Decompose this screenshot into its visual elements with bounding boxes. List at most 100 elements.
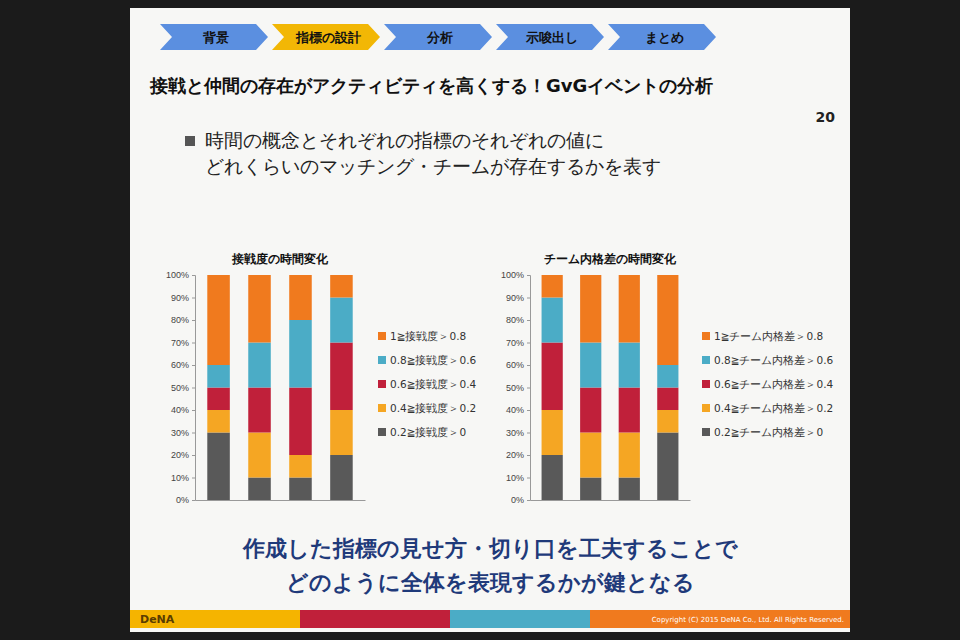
legend-swatch — [702, 380, 710, 388]
bar-segment — [248, 343, 271, 388]
y-axis: 0% 10% 20% 30% 40% 50% 60% 70% 80% 90% 100% — [501, 270, 531, 505]
y-tick-mark — [192, 388, 195, 389]
y-tick-mark — [527, 320, 530, 321]
y-tick: 0% — [511, 495, 530, 505]
y-tick-label: 70% — [506, 338, 524, 348]
footer-band — [130, 610, 300, 628]
bar-segment — [289, 275, 312, 320]
bar-segment — [330, 455, 353, 500]
y-tick: 20% — [171, 450, 195, 460]
bullet-square — [185, 136, 195, 146]
step-label: 示唆出し — [525, 30, 578, 45]
y-tick-label: 60% — [506, 360, 524, 370]
y-tick-label: 30% — [506, 428, 524, 438]
chart-title: チーム内格差の時間変化 — [544, 252, 677, 266]
legend-swatch — [702, 356, 710, 364]
step-chevron — [496, 24, 604, 50]
bar-segment — [619, 388, 640, 433]
bar-segment — [580, 478, 601, 501]
legend-label: 0.8≧チーム内格差＞0.6 — [714, 354, 834, 366]
bar-segment — [580, 388, 601, 433]
y-tick: 40% — [171, 405, 195, 415]
y-tick: 50% — [506, 383, 530, 393]
y-tick-label: 40% — [171, 405, 189, 415]
step-label: 分析 — [426, 30, 453, 45]
y-tick-label: 30% — [171, 428, 189, 438]
y-tick-label: 0% — [511, 495, 524, 505]
y-tick-mark — [192, 433, 195, 434]
y-tick: 70% — [506, 338, 530, 348]
y-tick-mark — [192, 410, 195, 411]
y-tick: 100% — [166, 270, 195, 280]
step-nav: 背景指標の設計分析示唆出しまとめ — [160, 24, 716, 50]
conclusion: 作成した指標の見せ方・切り口を工夫することで — [242, 536, 738, 561]
step-label: 背景 — [202, 30, 229, 45]
legend-label: 0.2≧チーム内格差＞0 — [714, 426, 823, 438]
bar-segment — [580, 343, 601, 388]
legend-swatch — [378, 332, 386, 340]
legend-label: 0.6≧接戦度＞0.4 — [390, 378, 477, 390]
step-chevron — [384, 24, 492, 50]
bar-segment — [657, 365, 678, 388]
y-axis: 0% 10% 20% 30% 40% 50% 60% 70% 80% 90% 100% — [166, 270, 196, 505]
y-tick: 20% — [506, 450, 530, 460]
bar-segment — [330, 275, 353, 298]
y-tick-mark — [192, 275, 195, 276]
bar-segment — [657, 410, 678, 433]
y-tick: 90% — [506, 293, 530, 303]
y-tick-mark — [192, 320, 195, 321]
bar-segment — [248, 275, 271, 343]
step-chevron — [160, 24, 268, 50]
bar-segment — [580, 275, 601, 343]
step-chevron — [608, 24, 716, 50]
x-axis-line — [196, 500, 366, 501]
bar-segment — [248, 433, 271, 478]
bar-segment — [289, 388, 312, 456]
bar-segment — [580, 433, 601, 478]
bar-segment — [289, 455, 312, 478]
y-tick-label: 100% — [501, 270, 524, 280]
y-tick: 0% — [176, 495, 195, 505]
y-tick-label: 60% — [171, 360, 189, 370]
bar-segment — [619, 433, 640, 478]
page-number: 20 — [816, 109, 836, 125]
y-tick-mark — [527, 298, 530, 299]
y-tick: 90% — [171, 293, 195, 303]
y-tick-mark — [527, 500, 530, 501]
bars — [207, 275, 352, 500]
y-tick-mark — [192, 500, 195, 501]
y-tick: 80% — [171, 315, 195, 325]
y-tick: 30% — [171, 428, 195, 438]
y-tick-label: 90% — [506, 293, 524, 303]
footer-band — [300, 610, 450, 628]
y-tick-mark — [192, 365, 195, 366]
x-axis — [531, 500, 691, 502]
y-tick-mark — [527, 275, 530, 276]
bar-segment — [330, 343, 353, 411]
y-tick: 60% — [171, 360, 195, 370]
y-tick: 10% — [506, 473, 530, 483]
legend-label: 0.8≧接戦度＞0.6 — [390, 354, 477, 366]
y-tick-label: 50% — [171, 383, 189, 393]
y-tick-label: 50% — [506, 383, 524, 393]
bar-segment — [289, 320, 312, 388]
legend-label: 0.2≧接戦度＞0 — [390, 426, 466, 438]
bar-segment — [619, 275, 640, 343]
bar-segment — [542, 298, 563, 343]
y-tick-label: 70% — [171, 338, 189, 348]
bar-segment — [248, 478, 271, 501]
bar-segment — [207, 410, 230, 433]
y-tick-mark — [527, 410, 530, 411]
y-tick-label: 10% — [506, 473, 524, 483]
y-tick-label: 40% — [506, 405, 524, 415]
legend-swatch — [378, 428, 386, 436]
step-label: まとめ — [645, 30, 684, 45]
bar-segment — [542, 343, 563, 411]
y-tick-label: 90% — [171, 293, 189, 303]
y-tick: 100% — [501, 270, 530, 280]
y-tick: 40% — [506, 405, 530, 415]
bar-segment — [330, 298, 353, 343]
y-axis-line — [192, 276, 196, 501]
y-tick-label: 10% — [171, 473, 189, 483]
y-tick: 80% — [506, 315, 530, 325]
